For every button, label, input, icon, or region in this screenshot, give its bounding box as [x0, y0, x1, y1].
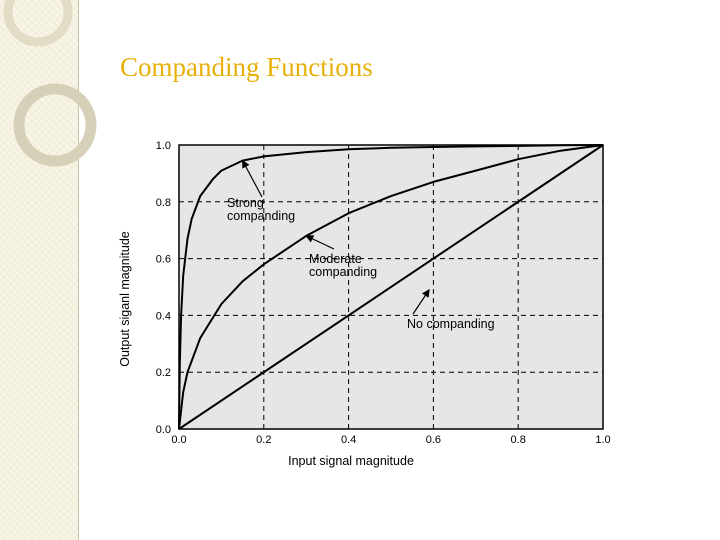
companding-chart: 0.0 0.2 0.4 0.6 0.8 1.0 0.0 0.2 0.4 0.6 0.8 1.0 Str… [118, 140, 611, 468]
annotation-line: No companding [407, 317, 495, 331]
annotation: Moderate companding [305, 235, 377, 279]
x-axis-title: Input signal magnitude [288, 454, 414, 468]
annotation-text: No companding [407, 317, 495, 331]
x-tick-label: 0.2 [256, 434, 271, 446]
axis-ticks: 0.0 0.2 0.4 0.6 0.8 1.0 0.0 0.2 0.4 0.6 0.8 1.0 [156, 140, 611, 446]
y-tick-label: 0.2 [156, 367, 171, 379]
annotation-text: Moderate companding [309, 252, 377, 279]
small-ring [3, 0, 73, 47]
x-tick-label: 0.8 [511, 434, 526, 446]
annotation-text: Strong companding [227, 196, 295, 223]
annotation-arrow [412, 289, 430, 315]
series-line [178, 144, 604, 430]
sidebar-divider [78, 0, 79, 540]
x-tick-label: 1.0 [595, 434, 610, 446]
annotation-arrow [305, 235, 335, 250]
x-tick-label: 0.0 [171, 434, 186, 446]
annotation-line: companding [227, 209, 295, 223]
y-axis-title: Output siganl magnitude [118, 231, 132, 367]
annotation-line: companding [309, 265, 377, 279]
grid-lines [179, 145, 603, 429]
x-tick-label: 0.6 [426, 434, 441, 446]
slide-title: Companding Functions [120, 52, 373, 82]
annotation-line: Strong [227, 196, 264, 210]
y-tick-label: 0.6 [156, 254, 171, 266]
plot-frame [178, 144, 604, 430]
annotation-line: Moderate [309, 252, 362, 266]
annotation: Strong companding [227, 159, 295, 223]
y-tick-label: 0.4 [156, 310, 171, 322]
y-tick-label: 0.8 [156, 197, 171, 209]
decorative-rings [3, 0, 97, 167]
x-tick-label: 0.4 [341, 434, 356, 446]
annotation-arrow [242, 159, 263, 198]
y-tick-label: 1.0 [156, 140, 171, 152]
annotation: No companding [407, 289, 495, 331]
y-tick-label: 0.0 [156, 424, 171, 436]
large-ring [13, 83, 97, 167]
